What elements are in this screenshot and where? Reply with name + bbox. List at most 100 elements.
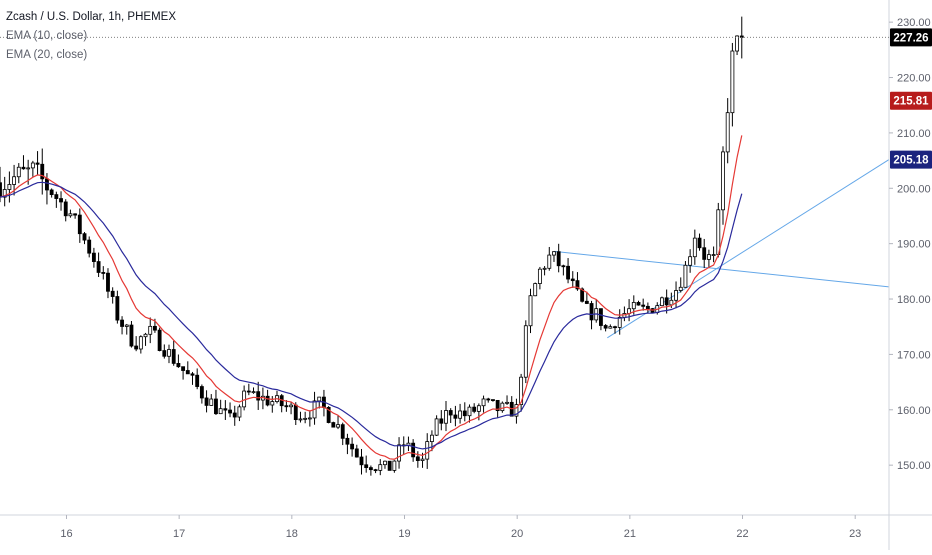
candle-down <box>354 448 359 458</box>
candle-down <box>45 178 49 191</box>
y-tick-label: 180.00 <box>897 294 931 306</box>
candle-down <box>40 163 45 180</box>
candle-down <box>589 303 594 321</box>
y-tick-label: 150.00 <box>897 460 931 472</box>
candles <box>0 16 744 476</box>
candle-down <box>636 302 641 306</box>
candle-down <box>54 194 59 199</box>
candle-down <box>101 272 106 274</box>
candle-up <box>500 402 505 412</box>
candle-down <box>641 304 646 307</box>
candle-down <box>472 406 477 412</box>
x-tick-label: 16 <box>60 528 72 540</box>
candle-up <box>631 302 636 310</box>
candle-down <box>228 409 232 414</box>
candle-down <box>162 350 167 357</box>
x-tick-label: 22 <box>736 528 748 540</box>
candle-up <box>711 254 716 256</box>
candle-up <box>138 336 143 350</box>
candle-up <box>167 349 171 357</box>
y-tick-label: 190.00 <box>897 239 931 251</box>
candle-down <box>181 366 186 371</box>
ema-20-legend[interactable]: EMA (20, close) <box>6 49 88 61</box>
candle-down <box>411 442 416 458</box>
candle-up <box>688 256 693 266</box>
candle-up <box>209 398 214 406</box>
trendlines[interactable] <box>554 159 890 339</box>
chart-legend: Zcash / U.S. Dollar, 1h, PHEMEX EMA (10,… <box>6 8 176 65</box>
candle-up <box>289 404 294 408</box>
candle-up <box>336 424 340 428</box>
trendline-2[interactable] <box>607 159 890 339</box>
candle-up <box>237 406 242 418</box>
candle-down <box>246 390 251 393</box>
ema-10-legend[interactable]: EMA (10, close) <box>6 30 88 42</box>
candle-up <box>683 264 688 288</box>
candle-up <box>514 404 519 417</box>
price-badge-2 <box>890 91 932 110</box>
y-tick-label: 160.00 <box>897 405 931 417</box>
candle-up <box>692 237 697 258</box>
ema-20-line <box>0 181 743 450</box>
candle-down <box>603 325 608 329</box>
x-tick-label: 20 <box>511 528 523 540</box>
candle-up <box>317 396 322 402</box>
candle-up <box>523 325 528 378</box>
candle-up <box>124 324 129 327</box>
candle-up <box>307 417 312 420</box>
candle-down <box>453 414 458 419</box>
price-badge-label-2: 215.81 <box>893 96 929 108</box>
ema-lines <box>0 135 743 460</box>
candle-down <box>439 418 444 424</box>
candle-up <box>537 268 542 284</box>
x-tick-label: 17 <box>173 528 185 540</box>
candle-up <box>608 326 613 329</box>
candle-down <box>350 443 355 450</box>
candle-down <box>115 296 120 321</box>
candle-up <box>735 35 740 52</box>
candle-down <box>448 410 453 416</box>
candle-up <box>519 376 524 406</box>
candle-up <box>218 408 223 415</box>
candle-down <box>326 407 331 423</box>
chart-title: Zcash / U.S. Dollar, 1h, PHEMEX <box>6 11 177 23</box>
candle-up <box>148 325 153 335</box>
candle-down <box>59 198 63 203</box>
candle-down <box>82 233 87 241</box>
candle-down <box>106 272 110 292</box>
candle-down <box>256 391 261 401</box>
candle-down <box>199 386 204 399</box>
candle-down <box>176 363 181 368</box>
candle-up <box>660 297 664 307</box>
candle-down <box>495 399 500 412</box>
candle-up <box>378 464 383 471</box>
candle-up <box>251 391 256 394</box>
candle-up <box>674 290 678 301</box>
candle-up <box>725 112 730 153</box>
candle-down <box>645 305 650 310</box>
candle-down <box>63 201 68 217</box>
candle-down <box>575 280 580 290</box>
candle-down <box>284 405 289 408</box>
candle-down <box>345 437 350 445</box>
candle-down <box>293 404 298 420</box>
candle-down <box>584 300 589 304</box>
candle-down <box>364 464 369 469</box>
candle-up <box>481 398 486 407</box>
price-badge-3 <box>890 150 932 169</box>
candle-up <box>397 444 401 462</box>
candle-down <box>91 252 96 262</box>
candle-down <box>204 397 209 406</box>
candle-up <box>429 434 434 443</box>
candle-down <box>190 373 195 376</box>
candle-down <box>702 247 707 260</box>
candle-up <box>467 406 472 417</box>
trendline-1[interactable] <box>554 250 890 288</box>
candle-down <box>265 395 270 406</box>
candle-down <box>129 324 134 347</box>
candle-up <box>505 401 509 404</box>
candle-up <box>476 405 481 412</box>
candle-down <box>415 456 420 461</box>
